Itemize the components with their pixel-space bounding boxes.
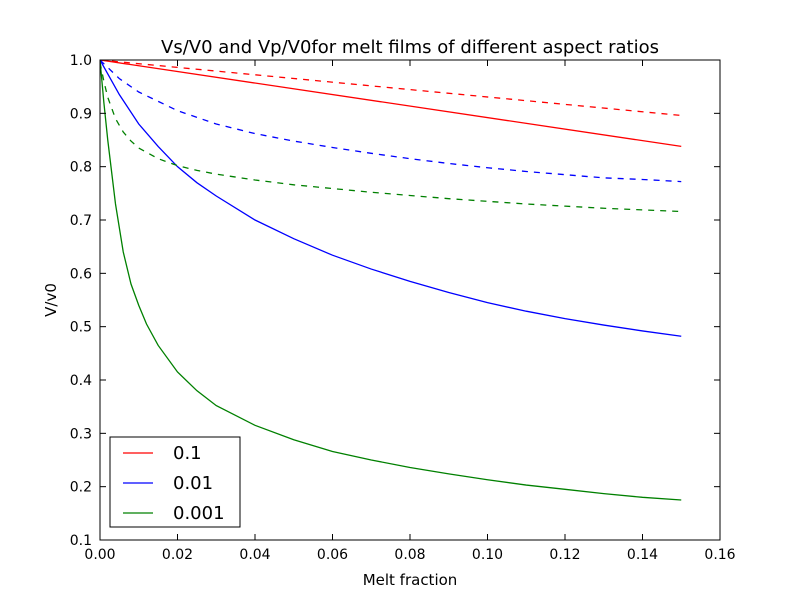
x-tick-label: 0.04 — [239, 547, 270, 563]
y-tick-label: 0.9 — [70, 106, 92, 122]
y-tick-label: 0.6 — [70, 266, 92, 282]
series-line-dashed-3-dashed — [100, 60, 682, 183]
y-axis-label: V/v0 — [42, 283, 60, 317]
y-axis: 0.1 0.2 0.3 0.4 0.5 0.6 0.7 0.8 0.9 1.0 — [70, 53, 720, 549]
legend-label: 0.1 — [173, 443, 202, 464]
x-tick-label: 0.00 — [84, 547, 115, 563]
x-tick-label: 0.08 — [394, 547, 425, 563]
y-tick-label: 0.8 — [70, 160, 92, 176]
x-tick-label: 0.14 — [627, 547, 658, 563]
series-line-0-01-solid — [100, 60, 682, 337]
x-tick-label: 0.10 — [472, 547, 503, 563]
y-tick-label: 0.3 — [70, 426, 92, 442]
series-line-0-1-solid — [100, 60, 682, 148]
y-tick-label: 0.5 — [70, 320, 92, 336]
legend-label: 0.01 — [173, 473, 213, 494]
x-axis-label: Melt fraction — [363, 571, 458, 589]
x-axis: 0.00 0.02 0.04 0.06 0.08 0.10 0.12 0.14 0.16 — [84, 60, 736, 563]
series-layer — [100, 60, 682, 501]
y-tick-label: 0.7 — [70, 213, 92, 229]
series-line-dashed-1-dashed — [100, 60, 682, 117]
x-tick-label: 0.16 — [704, 547, 735, 563]
chart-title: Vs/V0 and Vp/V0for melt films of differe… — [161, 37, 659, 58]
legend-label: 0.001 — [173, 503, 225, 524]
y-tick-label: 1.0 — [70, 53, 92, 69]
y-tick-label: 0.4 — [70, 373, 92, 389]
series-line-0-001-solid — [100, 60, 682, 501]
legend: 0.1 0.01 0.001 — [109, 436, 241, 528]
y-tick-label: 0.1 — [70, 533, 92, 549]
x-tick-label: 0.06 — [317, 547, 348, 563]
legend-box — [109, 436, 241, 528]
series-line-dashed-5-dashed — [100, 62, 682, 213]
x-tick-label: 0.02 — [162, 547, 193, 563]
x-tick-label: 0.12 — [549, 547, 580, 563]
y-tick-label: 0.2 — [70, 480, 92, 496]
